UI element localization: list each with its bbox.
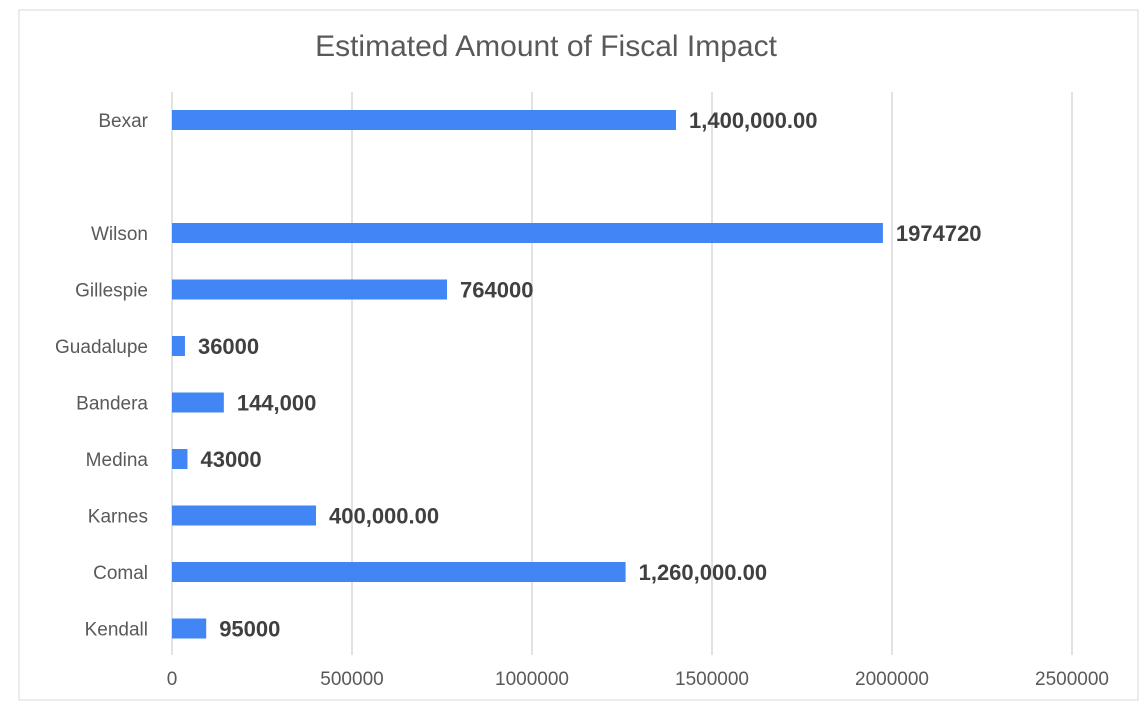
bar (172, 110, 676, 130)
data-label: 764000 (460, 278, 533, 303)
bar (172, 449, 188, 469)
category-label: Medina (86, 450, 149, 471)
chart-title: Estimated Amount of Fiscal Impact (315, 30, 778, 63)
x-tick-label: 0 (167, 669, 178, 690)
category-label: Guadalupe (55, 337, 148, 358)
bar (172, 618, 207, 639)
category-label: Bandera (76, 394, 148, 415)
data-label: 1974720 (896, 221, 982, 246)
data-label: 43000 (200, 447, 261, 472)
x-tick-label: 2500000 (1035, 669, 1109, 690)
x-tick-label: 2000000 (855, 669, 929, 690)
data-label: 400,000.00 (329, 504, 439, 529)
bar (172, 562, 626, 582)
bar (172, 392, 224, 413)
category-label: Comal (93, 563, 148, 584)
category-label: Wilson (91, 224, 148, 245)
data-label: 95000 (219, 617, 280, 642)
bar (172, 505, 316, 526)
bars (172, 110, 883, 639)
category-label: Kendall (85, 620, 148, 641)
data-labels: 1,400,000.00 1974720 764000 36000 144,000 430… (198, 108, 982, 642)
x-tick-label: 1000000 (495, 669, 569, 690)
data-label: 1,400,000.00 (689, 108, 817, 133)
bar (172, 336, 185, 356)
x-tick-label: 500000 (320, 669, 383, 690)
category-labels: Bexar Wilson Gillespie Guadalupe Bandera Medi… (55, 111, 149, 641)
data-label: 144,000 (237, 391, 317, 416)
data-label: 36000 (198, 334, 259, 359)
category-label: Bexar (98, 111, 148, 132)
category-label: Gillespie (75, 281, 148, 302)
x-axis-tick-labels: 0 500000 1000000 1500000 2000000 2500000 (167, 669, 1109, 690)
x-tick-label: 1500000 (675, 669, 749, 690)
bar (172, 223, 883, 243)
category-label: Karnes (88, 507, 148, 528)
bar (172, 279, 448, 300)
data-label: 1,260,000.00 (639, 560, 767, 585)
gridlines (171, 92, 1073, 655)
